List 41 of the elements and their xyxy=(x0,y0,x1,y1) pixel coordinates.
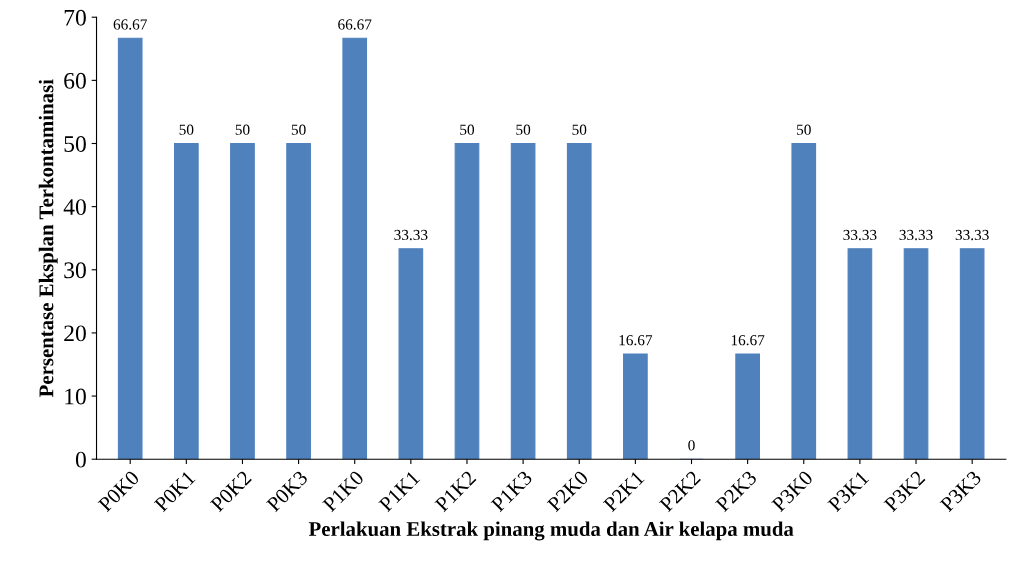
y-tick-label: 60 xyxy=(64,72,86,89)
y-tick-label: 70 xyxy=(64,9,86,26)
data-label: 33.33 xyxy=(899,229,933,241)
data-label: 50 xyxy=(179,124,194,135)
y-tick-label: 20 xyxy=(64,325,86,342)
bar xyxy=(903,248,929,460)
bar xyxy=(342,37,368,460)
bar xyxy=(398,248,424,460)
y-tick-label: 50 xyxy=(64,135,86,152)
bar xyxy=(230,142,255,460)
bar xyxy=(959,248,985,460)
bar xyxy=(735,353,760,460)
y-tick-label: 40 xyxy=(63,199,86,216)
data-label: 0 xyxy=(688,440,695,451)
data-label: 50 xyxy=(797,124,811,135)
bar xyxy=(566,142,592,460)
y-axis-title: Persentase Eksplan Terkontaminasi xyxy=(38,79,58,398)
data-label: 66.67 xyxy=(113,19,147,30)
data-label: 50 xyxy=(516,124,531,135)
bar xyxy=(623,353,648,460)
y-tick-label: 10 xyxy=(65,388,86,405)
data-label: 16.67 xyxy=(619,335,653,346)
data-label: 50 xyxy=(291,124,306,135)
data-label: 16.67 xyxy=(731,335,765,346)
data-label: 66.67 xyxy=(338,19,372,30)
bar xyxy=(117,37,143,460)
bar xyxy=(286,142,311,460)
bar xyxy=(173,142,199,460)
y-tick-label: 0 xyxy=(75,451,86,468)
data-label: 50 xyxy=(235,124,250,135)
data-label: 33.33 xyxy=(394,229,428,241)
data-label: 50 xyxy=(460,124,475,135)
data-label: 33.33 xyxy=(843,229,877,241)
y-tick-label: 30 xyxy=(64,262,86,279)
data-label: 33.33 xyxy=(955,229,989,241)
bar xyxy=(847,248,873,460)
x-axis-title: Perlakuan Ekstrak pinang muda dan Air kelapa muda xyxy=(308,521,794,541)
bar xyxy=(510,142,536,460)
data-label: 50 xyxy=(572,124,587,135)
bar xyxy=(454,142,480,460)
bar xyxy=(791,142,817,460)
